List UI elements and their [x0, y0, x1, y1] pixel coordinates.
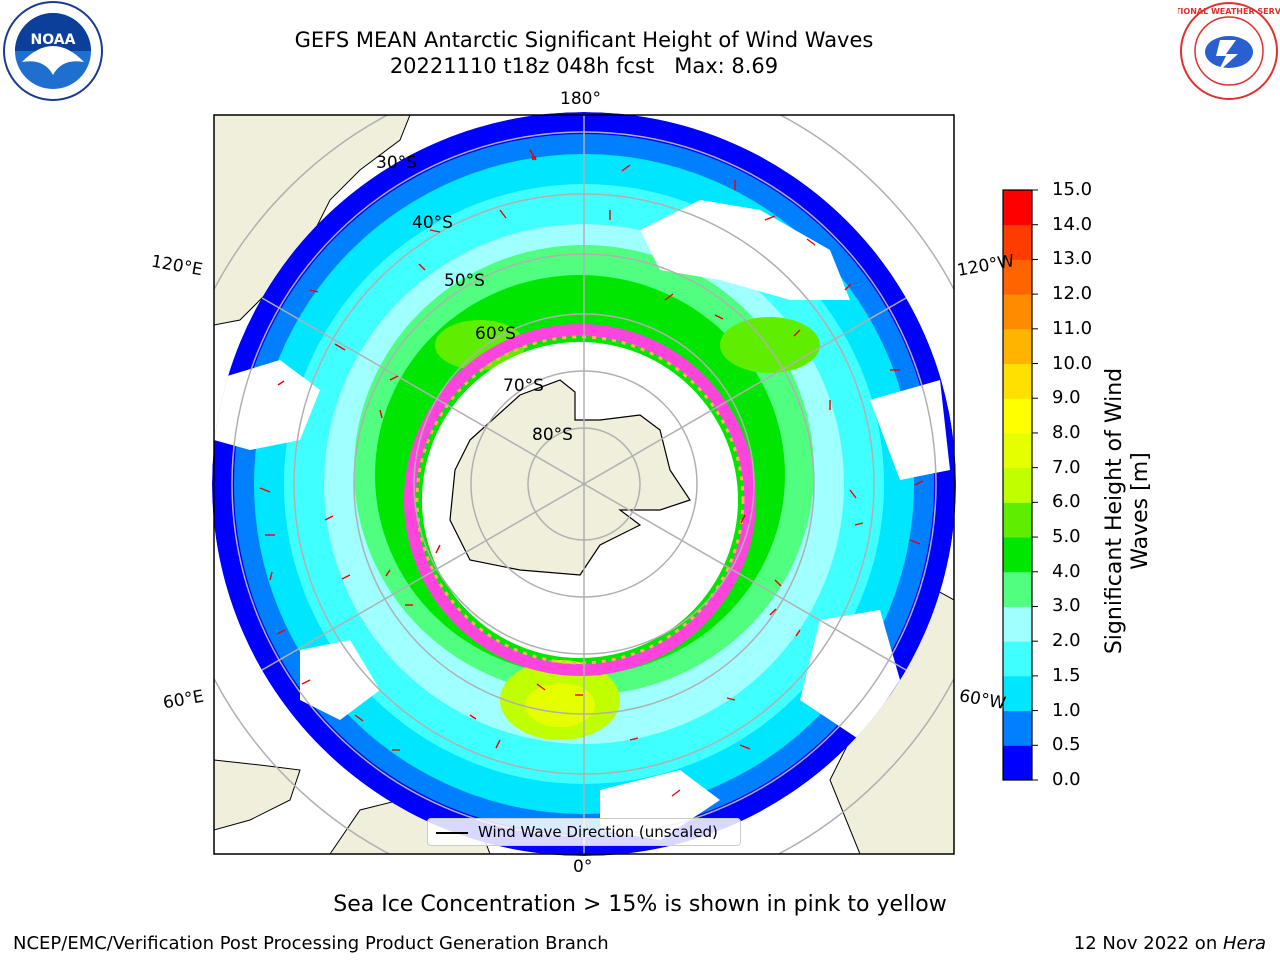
- svg-text:NOAA: NOAA: [31, 32, 76, 48]
- wave-direction-arrows: [259, 149, 924, 797]
- chart-title-line1: GEFS MEAN Antarctic Significant Height o…: [294, 28, 874, 52]
- colorbar-segment: [1003, 224, 1032, 260]
- colorbar-tick-label: 1.0: [1052, 699, 1081, 721]
- colorbar-segment: [1003, 606, 1032, 642]
- colorbar-segment: [1003, 467, 1032, 503]
- colorbar-segment: [1003, 745, 1032, 781]
- colorbar-segment: [1003, 294, 1032, 330]
- colorbar-tick-label: 4.0: [1052, 560, 1081, 582]
- lon-label-bottom: 0°: [573, 857, 593, 877]
- colorbar-tick-label: 2.0: [1052, 630, 1081, 652]
- map-frame: [213, 114, 955, 855]
- lon-label-top: 180°: [560, 89, 601, 109]
- colorbar-tick-label: 10.0: [1052, 352, 1093, 374]
- nws-logo: NATIONAL WEATHER SERVICE: [1163, 0, 1280, 102]
- colorbar-tick-label: 14.0: [1052, 213, 1093, 235]
- colorbar-segment: [1003, 710, 1032, 746]
- noaa-logo: NOAA: [2, 0, 104, 102]
- lat-label-60s: 60°S: [475, 324, 516, 344]
- colorbar-segment: [1003, 675, 1032, 712]
- colorbar-segment: [1003, 363, 1032, 399]
- legend-line-swatch: [436, 832, 468, 834]
- colorbar-segment: [1003, 190, 1032, 226]
- lat-label-40s: 40°S: [412, 213, 453, 233]
- colorbar-tick-label: 6.0: [1052, 491, 1081, 513]
- footer-date-text: 12 Nov 2022 on: [1073, 933, 1223, 954]
- colorbar-segment: [1003, 259, 1032, 295]
- colorbar-segment: [1003, 502, 1032, 538]
- colorbar-tick-label: 8.0: [1052, 421, 1081, 443]
- footer-date: 12 Nov 2022 on Hera: [1074, 933, 1266, 954]
- colorbar-segment: [1003, 432, 1032, 469]
- colorbar-tick-label: 15.0: [1052, 179, 1093, 200]
- colorbar-tick-label: 0.0: [1052, 769, 1081, 790]
- colorbar-tick-label: 1.5: [1052, 664, 1081, 686]
- svg-text:NATIONAL WEATHER SERVICE: NATIONAL WEATHER SERVICE: [1178, 7, 1280, 16]
- graticule: [214, 115, 954, 854]
- lat-label-50s: 50°S: [444, 271, 485, 291]
- colorbar-tick-label: 3.0: [1052, 595, 1081, 617]
- colorbar-segment: [1003, 641, 1032, 677]
- colorbar-frame: [1002, 189, 1033, 781]
- colorbar-tick-label: 12.0: [1052, 283, 1093, 305]
- colorbar-tick-label: 11.0: [1052, 317, 1093, 339]
- colorbar-segment: [1003, 328, 1032, 365]
- lat-label-80s: 80°S: [532, 425, 573, 445]
- colorbar-segment: [1003, 571, 1032, 607]
- map-legend: Wind Wave Direction (unscaled): [427, 818, 741, 846]
- colorbar-segment: [1003, 537, 1032, 573]
- colorbar-label: Significant Height of Wind Waves [m]: [1102, 367, 1153, 655]
- sea-ice-caption: Sea Ice Concentration > 15% is shown in …: [333, 892, 947, 917]
- colorbar-tick-label: 13.0: [1052, 248, 1093, 270]
- colorbar-tick-label: 5.0: [1052, 526, 1081, 548]
- lat-label-70s: 70°S: [503, 376, 544, 396]
- colorbar-tick-label: 7.0: [1052, 456, 1081, 478]
- chart-title-line2: 20221110 t18z 048h fcst Max: 8.69: [389, 54, 779, 78]
- colorbar-tick-label: 9.0: [1052, 387, 1081, 409]
- footer-branch: NCEP/EMC/Verification Post Processing Pr…: [13, 933, 609, 954]
- colorbar-segment: [1003, 398, 1032, 434]
- legend-label: Wind Wave Direction (unscaled): [478, 823, 718, 841]
- colorbar-tick-label: 0.5: [1052, 734, 1081, 756]
- footer-host: Hera: [1222, 933, 1266, 954]
- lat-label-30s: 30°S: [376, 153, 417, 173]
- colorbar: [1002, 189, 1038, 781]
